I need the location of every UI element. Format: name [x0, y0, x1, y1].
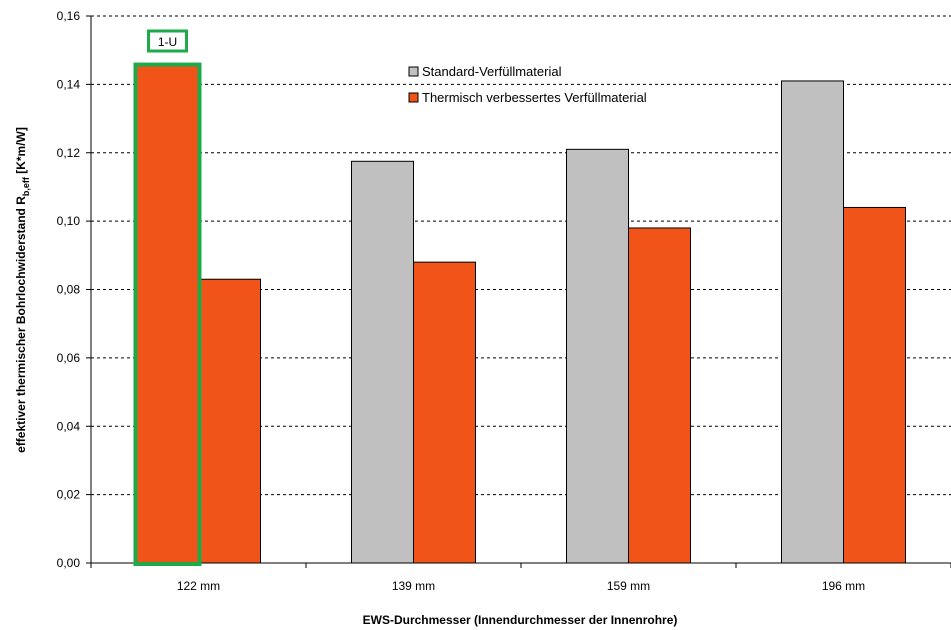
y-tick-label: 0,02 — [57, 488, 81, 502]
annotation: 1-U — [133, 29, 202, 567]
y-tick-label: 0,06 — [57, 351, 81, 365]
y-tick-label: 0,04 — [57, 419, 81, 433]
bar-thermisch — [413, 261, 476, 564]
legend: Standard-Verfüllmaterial Thermisch verbes… — [408, 64, 647, 105]
bar-thermisch — [198, 278, 261, 564]
y-axis-title-main: effektiver thermischer Bohrlochwiderstan… — [14, 196, 28, 453]
bar-standard — [136, 65, 199, 564]
legend-label: Standard-Verfüllmaterial — [422, 64, 562, 79]
bar-standard — [781, 80, 844, 564]
y-tick-label: 0,14 — [57, 77, 81, 91]
legend-swatch — [408, 66, 419, 77]
y-tick-labels: 0,00 0,02 0,04 0,06 0,08 0,10 0,12 0,14 0,16 — [57, 9, 81, 570]
bars — [136, 65, 906, 564]
legend-swatch — [408, 92, 419, 103]
y-tick-label: 0,08 — [57, 283, 81, 297]
annotation-highlight — [133, 62, 202, 567]
y-tick-label: 0,10 — [57, 214, 81, 228]
bar-thermisch — [628, 227, 691, 564]
axes — [86, 15, 951, 568]
legend-label: Thermisch verbessertes Verfüllmaterial — [422, 90, 647, 105]
y-tick-label: 0,16 — [57, 9, 81, 23]
y-tick-label: 0,12 — [57, 146, 81, 160]
x-axis-title: EWS-Durchmesser (Innendurchmesser der In… — [363, 613, 678, 627]
bar-standard — [566, 148, 629, 564]
y-axis-title-sub: b,eff — [21, 176, 31, 196]
x-tick-labels: 122 mm 139 mm 159 mm 196 mm — [177, 579, 865, 593]
y-axis-title: effektiver thermischer Bohrlochwiderstan… — [14, 127, 31, 453]
x-tick-label: 159 mm — [607, 579, 650, 593]
y-tick-label: 0,00 — [57, 556, 81, 570]
x-tick-label: 122 mm — [177, 579, 220, 593]
x-tick-label: 196 mm — [822, 579, 865, 593]
bar-standard — [351, 160, 414, 564]
y-axis-title-unit: [K*m/W] — [14, 127, 28, 177]
x-tick-label: 139 mm — [392, 579, 435, 593]
annotation-label: 1-U — [158, 35, 177, 49]
annotation-label-box — [147, 29, 188, 53]
bar-thermisch — [843, 206, 906, 564]
